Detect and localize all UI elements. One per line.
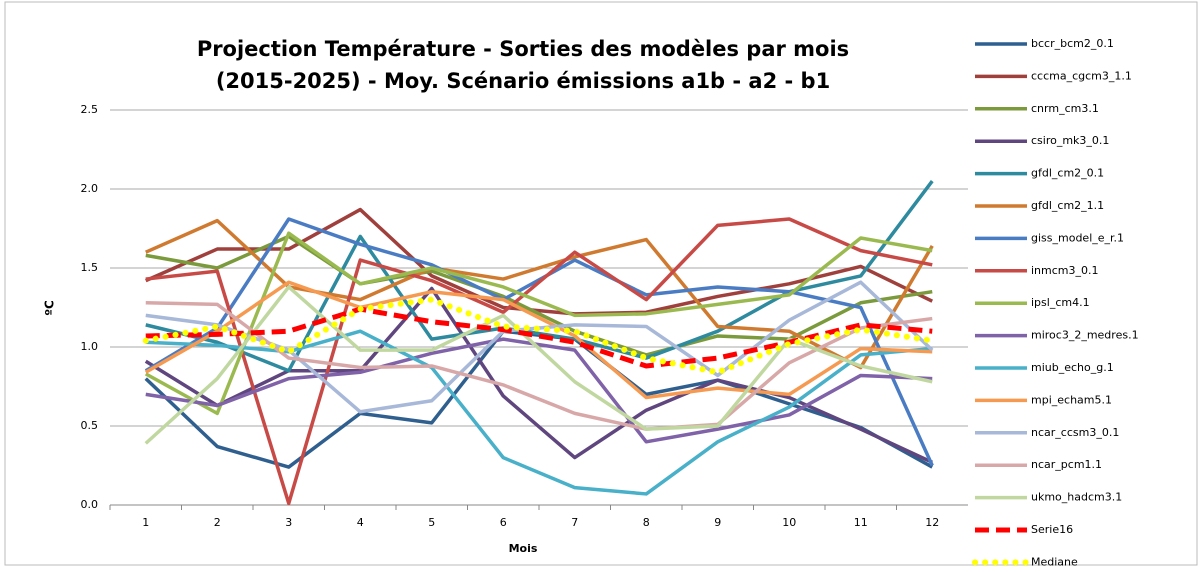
series-line — [145, 207, 934, 316]
x-tick-label: 10 — [782, 516, 796, 529]
x-tick-label: 11 — [854, 516, 868, 529]
series-line — [142, 296, 936, 376]
series-line — [145, 180, 934, 373]
y-axis-label: ºC — [43, 300, 57, 316]
x-tick-label: 4 — [357, 516, 364, 529]
y-tick-label: 1.5 — [81, 261, 99, 274]
x-tick-label: 1 — [142, 516, 149, 529]
x-tick-label: 5 — [428, 516, 435, 529]
x-tick-label: 12 — [925, 516, 939, 529]
legend-label: cnrm_cm3.1 — [1031, 102, 1099, 115]
x-tick-label: 3 — [285, 516, 292, 529]
legend-label: csiro_mk3_0.1 — [1031, 134, 1109, 147]
series-line — [144, 231, 933, 416]
x-tick-label: 9 — [714, 516, 721, 529]
series-line — [145, 218, 934, 370]
series-line — [144, 217, 934, 467]
series-line — [144, 285, 933, 445]
x-tick-label: 7 — [571, 516, 578, 529]
series-line — [145, 217, 933, 506]
x-tick-label: 6 — [500, 516, 507, 529]
y-tick-label: 2.5 — [81, 103, 99, 116]
legend-label: inmcm3_0.1 — [1031, 264, 1099, 277]
legend-label: ncar_pcm1.1 — [1031, 458, 1102, 471]
series-line — [145, 234, 933, 357]
legend-label: miroc3_2_medres.1 — [1031, 329, 1139, 342]
x-tick-label: 8 — [643, 516, 650, 529]
x-tick-label: 2 — [214, 516, 221, 529]
legend-label: gfdl_cm2_1.1 — [1031, 199, 1104, 212]
series-line — [144, 280, 933, 400]
legend-label: giss_model_e_r.1 — [1031, 231, 1124, 244]
chart-frame — [4, 1, 1198, 566]
legend-label: ncar_ccsm3_0.1 — [1031, 426, 1119, 439]
legend-label: bccr_bcm2_0.1 — [1031, 37, 1114, 50]
series-line — [145, 301, 933, 431]
legend-label: miub_echo_g.1 — [1031, 361, 1114, 374]
series-line — [144, 286, 933, 464]
legend-label: Mediane — [1031, 555, 1078, 568]
chart-title: Projection Température - Sorties des mod… — [197, 37, 849, 61]
series-line — [145, 306, 933, 369]
legend-label: Serie16 — [1031, 523, 1073, 536]
legend-label: ipsl_cm4.1 — [1031, 296, 1090, 309]
legend-label: gfdl_cm2_0.1 — [1031, 167, 1104, 180]
y-tick-label: 2.0 — [81, 182, 99, 195]
legend-label: ukmo_hadcm3.1 — [1031, 491, 1122, 504]
x-axis-label: Mois — [509, 542, 538, 555]
y-tick-label: 1.0 — [81, 340, 99, 353]
y-tick-label: 0.5 — [81, 419, 99, 432]
series-line — [145, 337, 933, 444]
y-tick-label: 0.0 — [81, 498, 99, 511]
legend-label: cccma_cgcm3_1.1 — [1031, 69, 1132, 82]
legend-label: mpi_echam5.1 — [1031, 393, 1112, 406]
chart-title: (2015-2025) - Moy. Scénario émissions a1… — [216, 69, 830, 93]
